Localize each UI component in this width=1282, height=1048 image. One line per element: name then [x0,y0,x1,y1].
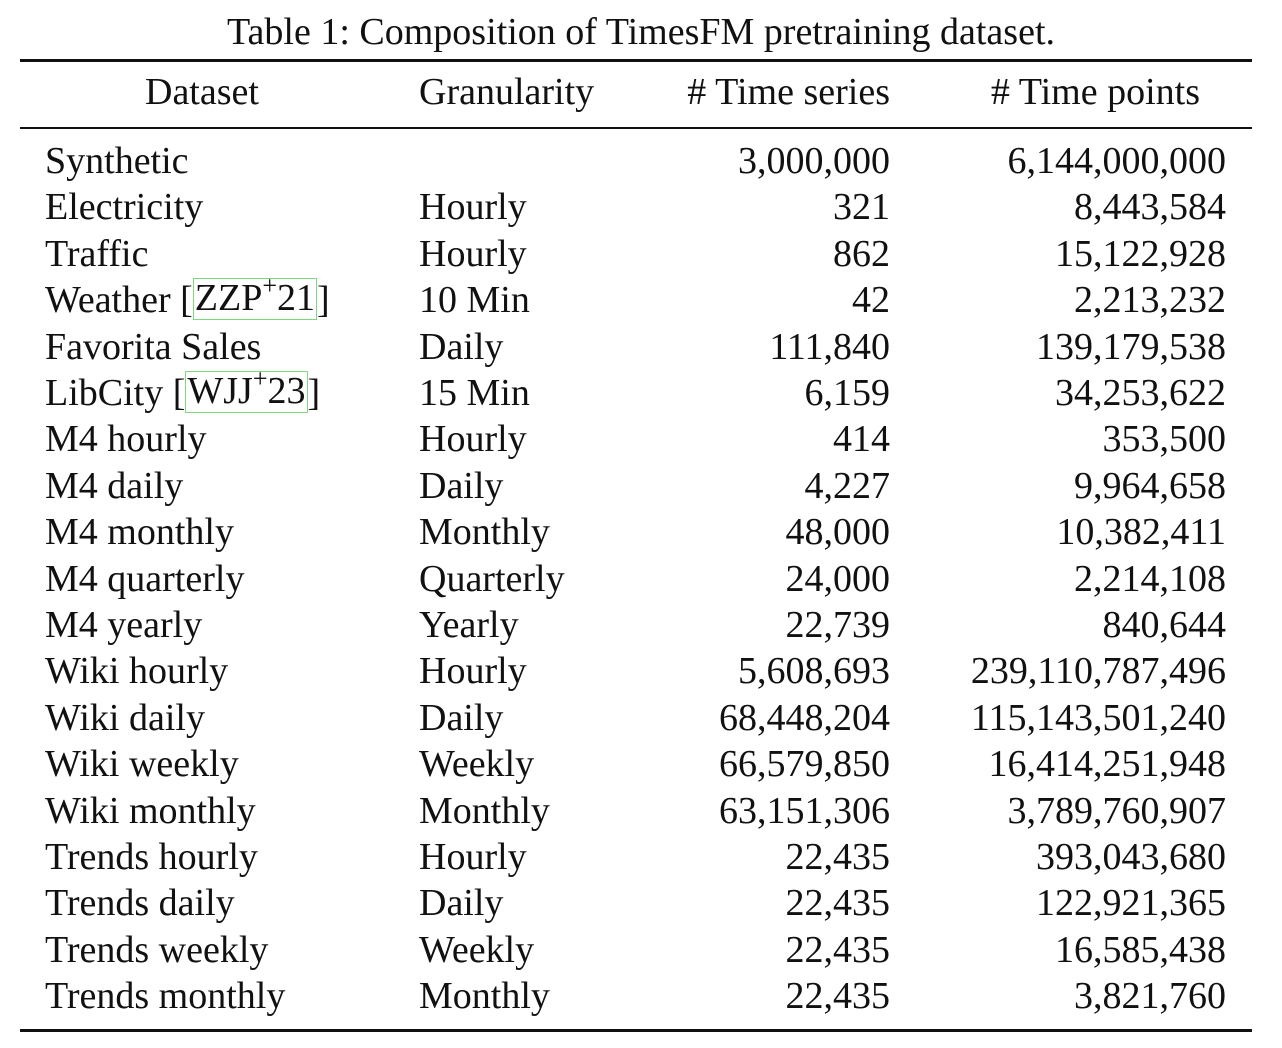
citation-key: ZZP [194,277,263,319]
cell-dataset: M4 quarterly [45,558,245,600]
cell-granularity: Hourly [419,650,527,692]
header-time-points: # Time points [990,71,1200,113]
cell-time-points: 393,043,680 [1036,836,1226,878]
cell-granularity: Daily [419,326,504,368]
cell-time-series: 3,000,000 [738,140,890,182]
cell-granularity: Weekly [419,743,535,785]
cell-granularity: Quarterly [419,558,565,600]
cell-time-points: 15,122,928 [1055,233,1226,275]
cell-time-series: 22,435 [785,882,891,924]
cell-granularity: Weekly [419,929,535,971]
citation-key: WJJ [187,370,253,412]
cell-dataset: Wiki hourly [45,650,229,692]
dataset-name: LibCity [45,372,173,414]
cell-time-points: 139,179,538 [1036,326,1226,368]
cell-time-series: 68,448,204 [719,697,890,739]
bottom-rule [20,1029,1252,1032]
cell-time-points: 3,821,760 [1074,975,1226,1017]
top-rule [20,59,1252,62]
cell-granularity: 10 Min [419,279,530,321]
citation-link[interactable]: WJJ+23 [185,366,308,413]
cell-time-points: 3,789,760,907 [1007,790,1227,832]
cell-granularity: Monthly [419,975,550,1017]
cell-granularity: Daily [419,465,504,507]
header-rule [20,127,1252,129]
cell-time-points: 10,382,411 [1056,511,1226,553]
cell-dataset: M4 hourly [45,418,207,460]
cell-granularity: Daily [419,697,504,739]
cell-time-points: 2,214,108 [1074,558,1226,600]
cell-dataset: M4 daily [45,465,184,507]
cell-time-points: 353,500 [1102,418,1227,460]
cell-time-series: 22,435 [785,836,891,878]
citation-year: 23 [267,370,306,412]
cell-dataset: Electricity [45,186,204,228]
cell-time-series: 66,579,850 [719,743,890,785]
cell-time-series: 22,435 [785,975,891,1017]
cell-dataset: Trends monthly [45,975,286,1017]
cell-time-points: 16,585,438 [1055,929,1226,971]
citation-sup: + [262,271,278,301]
header-granularity: Granularity [419,71,595,113]
cell-time-series: 111,840 [769,326,890,368]
cell-time-series: 42 [852,279,890,321]
cell-time-series: 22,739 [785,604,891,646]
cell-dataset: Wiki monthly [45,790,256,832]
cell-granularity: Monthly [419,790,550,832]
cell-time-series: 63,151,306 [719,790,890,832]
cell-dataset: Trends weekly [45,929,269,971]
citation-link[interactable]: ZZP+21 [192,273,318,320]
cell-dataset: Synthetic [45,140,189,182]
cell-time-points: 115,143,501,240 [970,697,1226,739]
cell-time-series: 321 [833,186,890,228]
header-dataset: Dataset [145,71,259,113]
cell-time-points: 840,644 [1102,604,1227,646]
cell-time-series: 414 [833,418,890,460]
cell-dataset: M4 yearly [45,604,203,646]
cell-time-series: 4,227 [804,465,891,507]
cell-granularity: Daily [419,882,504,924]
cell-time-points: 6,144,000,000 [1007,140,1227,182]
dataset-name: Weather [45,279,181,321]
cell-time-series: 48,000 [785,511,891,553]
cell-dataset: Favorita Sales [45,326,262,368]
cell-granularity: Hourly [419,233,527,275]
cell-time-points: 34,253,622 [1055,372,1226,414]
citation-sup: + [252,364,268,394]
cell-time-points: 122,921,365 [1036,882,1226,924]
table-caption: Table 1: Composition of TimesFM pretrain… [226,11,1056,53]
cell-dataset: Traffic [45,233,149,275]
cell-time-points: 2,213,232 [1074,279,1226,321]
cell-dataset: M4 monthly [45,511,234,553]
cell-time-series: 24,000 [785,558,891,600]
cell-time-series: 5,608,693 [738,650,890,692]
cell-granularity: Hourly [419,836,527,878]
header-time-series: # Time series [687,71,890,113]
cell-time-series: 6,159 [804,372,891,414]
cell-time-points: 239,110,787,496 [970,650,1226,692]
cell-granularity: Hourly [419,418,527,460]
cell-time-points: 8,443,584 [1074,186,1226,228]
cell-time-points: 16,414,251,948 [988,743,1227,785]
citation-year: 21 [277,277,316,319]
cell-granularity: Yearly [419,604,519,646]
cell-dataset: Trends hourly [45,836,258,878]
cell-granularity: 15 Min [419,372,530,414]
cell-time-series: 862 [833,233,890,275]
cell-dataset: Trends daily [45,882,235,924]
cell-dataset: Wiki daily [45,697,205,739]
cell-time-series: 22,435 [785,929,891,971]
cell-granularity: Monthly [419,511,550,553]
cell-dataset: Weather [ZZP+21] [45,271,330,321]
cell-time-points: 9,964,658 [1074,465,1226,507]
cell-dataset: Wiki weekly [45,743,239,785]
cell-granularity: Hourly [419,186,527,228]
cell-dataset: LibCity [WJJ+23] [45,364,321,414]
